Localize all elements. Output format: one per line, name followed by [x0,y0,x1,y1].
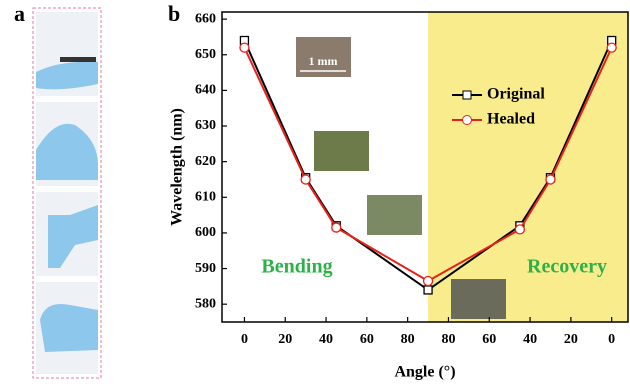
legend-marker [463,91,471,99]
panel-label: b [168,1,180,26]
marker [240,43,249,52]
glove [40,304,98,352]
x-tick-label: 60 [482,332,496,347]
y-tick-label: 600 [195,225,216,240]
y-tick-label: 630 [195,118,216,133]
y-tick-label: 640 [195,83,216,98]
y-tick-label: 650 [195,47,216,62]
film [60,57,96,62]
legend-marker [463,116,472,125]
x-tick-label: 80 [401,332,415,347]
inset-photo [451,279,506,319]
marker [607,43,616,52]
marker [332,223,341,232]
marker [424,286,432,294]
x-tick-label: 80 [441,332,455,347]
figure: a b 1 mm58059060061062063064065066002040… [0,0,630,386]
legend-label: Original [487,86,545,103]
x-tick-label: 0 [608,332,615,347]
inset-photo [367,195,422,235]
y-tick-label: 660 [195,11,216,26]
annotation: Bending [261,256,332,278]
annotation: Recovery [527,256,607,278]
marker [301,175,310,184]
x-tick-label: 20 [278,332,292,347]
y-tick-label: 590 [195,261,216,276]
x-tick-label: 40 [523,332,537,347]
y-axis-title: Wavelength (nm) [169,108,186,226]
x-tick-label: 0 [241,332,248,347]
x-tick-label: 40 [319,332,333,347]
y-tick-label: 580 [195,296,216,311]
y-tick-label: 610 [195,190,216,205]
scale-label: 1 mm [309,54,338,68]
inset-photo [314,131,369,171]
legend-label: Healed [487,111,535,128]
marker [515,225,524,234]
x-axis-title: Angle (°) [394,364,455,381]
panel-label: a [14,1,25,26]
x-tick-label: 60 [360,332,374,347]
marker [424,277,433,286]
photo-panel [33,8,101,378]
marker [546,175,555,184]
x-tick-label: 20 [564,332,578,347]
y-tick-label: 620 [195,154,216,169]
